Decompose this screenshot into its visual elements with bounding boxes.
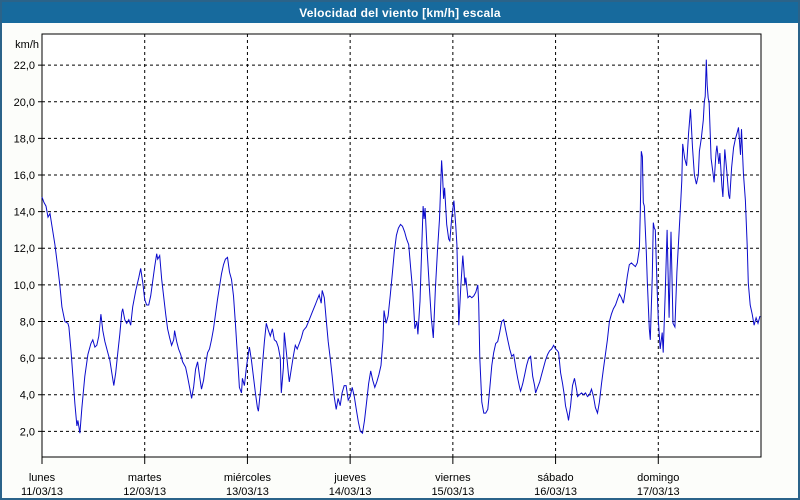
y-tick-label: 12,0: [14, 243, 35, 255]
day-date-label: 11/03/13: [21, 486, 63, 498]
page-title: Velocidad del viento [km/h] escala: [299, 5, 501, 20]
day-date-label: 13/03/13: [226, 486, 269, 498]
day-name-label: miércoles: [224, 472, 272, 484]
day-name-label: domingo: [637, 472, 679, 484]
y-tick-label: 10,0: [14, 280, 35, 292]
wind-speed-line: [41, 59, 761, 435]
y-tick-label: 6,0: [20, 353, 35, 365]
plot-border: [41, 33, 762, 458]
y-tick-label: 20,0: [14, 97, 35, 109]
chart-area: 2,0 4,0 6,0 8,0 10,0 12,0 14,0 16,0 18,0 20,0 22,0…: [2, 23, 798, 498]
y-tick-label: 22,0: [14, 60, 35, 72]
y-axis-unit-label: km/h: [15, 39, 39, 51]
y-tick-label: 2,0: [20, 426, 35, 438]
day-date-label: 12/03/13: [123, 486, 166, 498]
wind-speed-chart: 2,0 4,0 6,0 8,0 10,0 12,0 14,0 16,0 18,0 20,0 22,0…: [14, 33, 762, 498]
day-date-label: 16/03/13: [534, 486, 577, 498]
day-name-label: viernes: [435, 472, 471, 484]
y-tick-label: 16,0: [14, 170, 35, 182]
day-date-label: 14/03/13: [329, 486, 372, 498]
y-tick-label: 8,0: [20, 316, 35, 328]
day-name-label: sábado: [538, 472, 574, 484]
y-tick-label: 4,0: [20, 390, 35, 402]
window-title-bar: Velocidad del viento [km/h] escala: [2, 2, 798, 23]
day-name-label: lunes: [29, 472, 56, 484]
y-tick-label: 18,0: [14, 133, 35, 145]
day-name-label: martes: [128, 472, 162, 484]
day-name-label: jueves: [333, 472, 366, 484]
y-tick-label: 14,0: [14, 207, 35, 219]
day-date-label: 15/03/13: [431, 486, 474, 498]
day-date-label: 17/03/13: [637, 486, 680, 498]
